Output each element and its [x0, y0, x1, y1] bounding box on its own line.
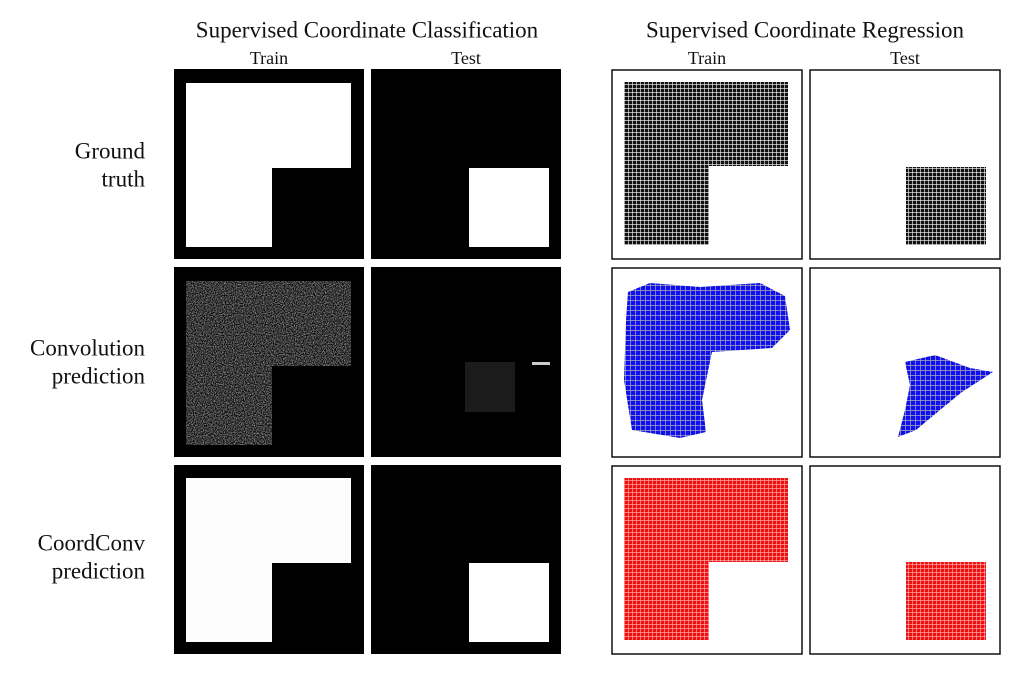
column-label: Test	[890, 48, 920, 68]
shape	[186, 83, 351, 247]
panel-row	[174, 69, 1001, 260]
column-label: Train	[250, 48, 288, 68]
shape	[906, 167, 986, 245]
shape	[624, 478, 788, 640]
right-title: Supervised Coordinate Regression	[646, 17, 965, 42]
column-label: Train	[688, 48, 726, 68]
shape	[624, 283, 790, 438]
row-label: Ground	[75, 138, 146, 163]
left-title: Supervised Coordinate Classification	[196, 17, 539, 42]
panel-row	[174, 267, 1001, 458]
shape	[906, 562, 986, 640]
shape	[465, 362, 515, 412]
shape	[469, 168, 549, 247]
row-label: prediction	[52, 363, 146, 388]
shape	[898, 355, 993, 437]
shape	[532, 362, 550, 365]
row-label: prediction	[52, 558, 146, 583]
shape	[186, 281, 351, 445]
shape	[469, 563, 549, 642]
row-label: CoordConv	[38, 530, 146, 555]
panel-row	[174, 465, 1001, 655]
shape	[624, 82, 788, 245]
row-label: truth	[102, 166, 146, 191]
shape	[186, 478, 351, 642]
row-label: Convolution	[30, 335, 146, 360]
column-label: Test	[451, 48, 481, 68]
